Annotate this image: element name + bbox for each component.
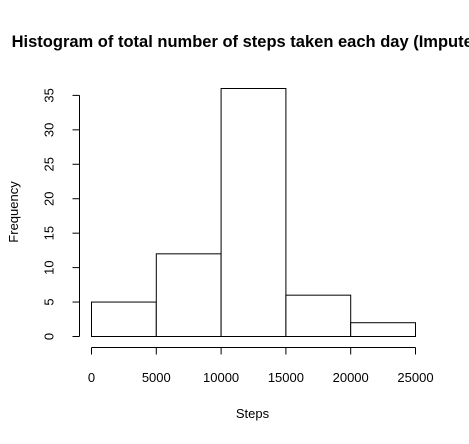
y-axis: 0 5 10 15 20 25 30 35 [41,88,80,340]
x-axis: 0 5000 10000 15000 20000 25000 [88,347,434,385]
y-tick-label-7: 35 [41,88,56,102]
x-tick-label-0: 0 [88,370,95,385]
x-tick-label-5: 25000 [397,370,433,385]
histogram-bar-2 [220,88,287,337]
x-tick-label-3: 15000 [268,370,304,385]
histogram-bar-1 [155,253,222,337]
x-axis-label: Steps [236,406,270,421]
bars-group [91,88,417,338]
chart-title: Histogram of total number of steps taken… [12,33,469,51]
histogram-bar-3 [285,294,352,337]
y-tick-label-1: 5 [41,298,56,305]
y-tick-label-2: 10 [41,260,56,274]
y-tick-label-5: 25 [41,157,56,171]
x-tick-label-1: 5000 [142,370,171,385]
histogram-bar-0 [91,301,157,337]
x-tick-label-2: 10000 [203,370,239,385]
y-axis-label: Frequency [6,181,21,243]
y-tick-label-6: 30 [41,123,56,137]
histogram-bar-4 [350,322,417,338]
y-tick-label-3: 15 [41,226,56,240]
y-tick-label-0: 0 [41,333,56,340]
x-tick-label-4: 20000 [333,370,369,385]
y-tick-label-4: 20 [41,191,56,205]
